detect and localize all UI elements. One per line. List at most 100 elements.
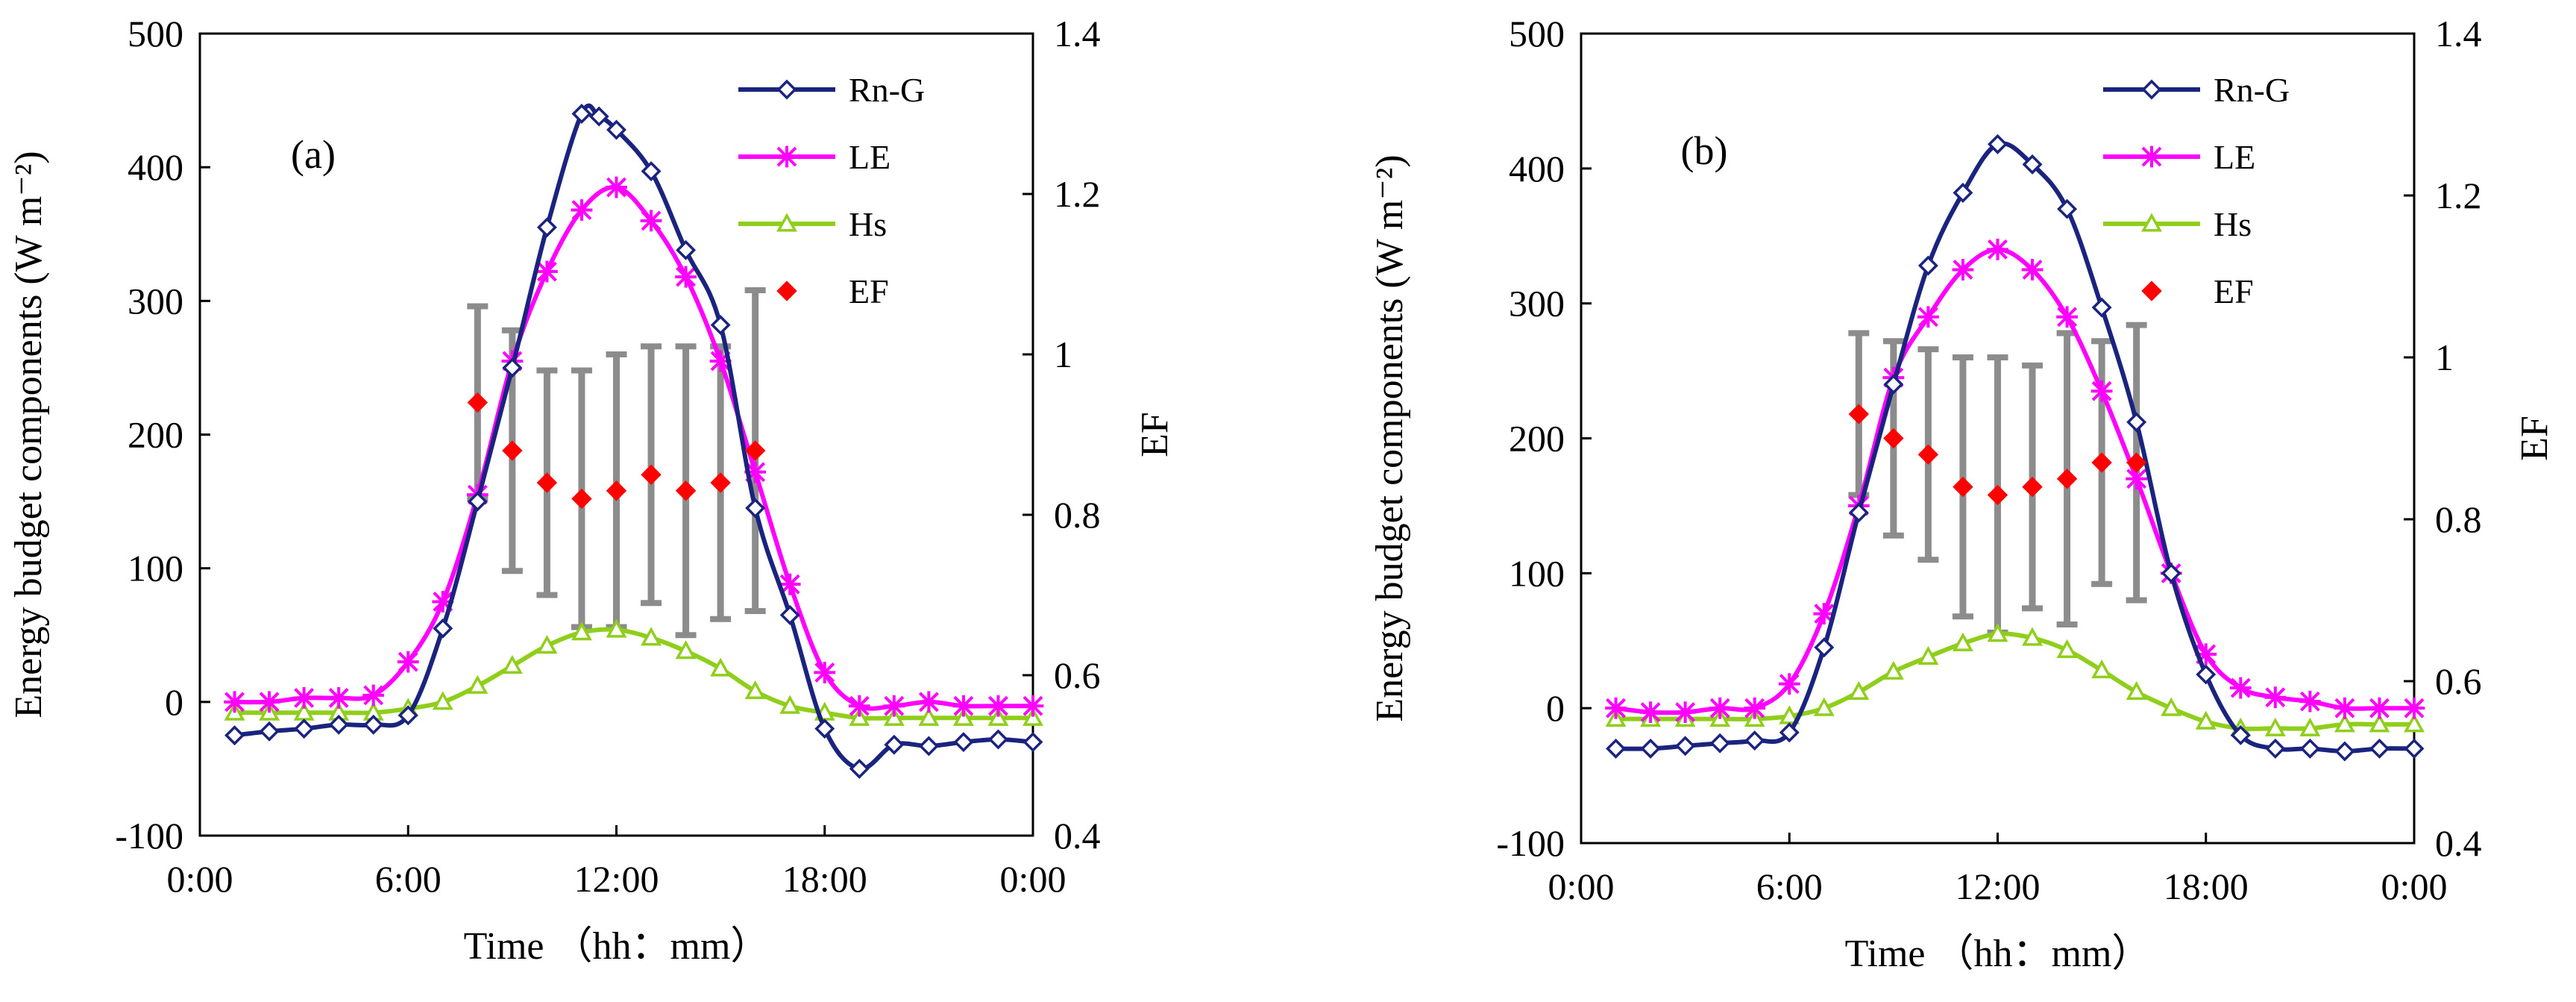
data-point [293,687,315,709]
data-point [2404,738,2425,759]
legend: Rn-G LE Hs EF [738,71,925,310]
ef-point [710,472,731,493]
ef-point [502,440,523,461]
data-point [606,176,627,198]
data-point [2090,380,2113,402]
ef-point [2091,452,2112,473]
data-point [710,315,731,336]
data-point [2299,690,2321,713]
data-point [952,707,974,726]
data-point [814,662,836,683]
series-le [224,176,1044,717]
data-point [501,654,523,674]
data-point [1675,736,1696,757]
series-hs [224,619,1043,726]
data-point [2195,710,2217,730]
y-axis-label: Energy budget components (W m⁻²) [1369,154,1411,721]
data-point [1744,730,1765,751]
data-point [1813,603,1835,624]
ef-point [1953,476,1973,498]
data-point [433,618,453,639]
data-point [2126,468,2148,490]
y2-axis-label: EF [2513,416,2556,461]
data-point [1022,707,1043,726]
y2-tick-label: 0.6 [1054,654,1101,696]
data-point [987,707,1009,726]
data-point [259,721,280,742]
data-point [2299,717,2321,736]
data-point [2369,697,2390,719]
data-point [2022,627,2043,646]
data-point [1917,255,1938,276]
y2-tick-label: 0.8 [1054,494,1101,536]
data-point [1952,259,1974,281]
data-point [1814,637,1835,658]
data-point [1605,697,1627,719]
legend-marker [776,281,797,301]
data-point [1987,623,2008,642]
x-tick-label: 18:00 [2164,865,2249,907]
y2-tick-label: 1.4 [2435,13,2482,54]
series-rng [1606,134,2425,762]
data-point [2161,697,2182,716]
data-point [1848,680,1870,701]
data-point [641,627,662,646]
y2-tick-label: 0.4 [1054,815,1101,857]
data-point [2334,697,2356,719]
series-ef [1848,404,2147,506]
y-tick-label: 300 [1509,283,1565,325]
data-point [2230,724,2251,745]
data-point [328,714,349,735]
data-point [398,705,418,726]
data-point [779,604,800,625]
data-point [2196,664,2217,685]
data-point [883,707,905,726]
data-point [883,695,905,717]
data-point [917,691,940,713]
data-point [884,734,905,755]
y-tick-label: 200 [1509,418,1565,460]
data-point [710,657,732,677]
series-line [234,103,1034,771]
data-point [848,695,870,717]
ef-point [2022,476,2043,498]
ef-point [1848,404,1870,425]
data-point [918,707,940,726]
y2-tick-label: 1 [2435,336,2454,378]
ef-point [675,480,697,501]
ef-point [606,480,627,501]
legend-marker [2140,145,2163,168]
data-point [2195,643,2217,666]
x-tick-label: 0:00 [167,858,233,900]
y-tick-label: 400 [1509,148,1565,190]
x-axis-label: Time （hh：mm） [1845,933,2151,975]
data-point [987,695,1009,717]
data-point [502,357,523,378]
ef-point [744,440,766,461]
data-point [536,217,557,238]
data-point [432,691,453,710]
data-point [467,674,489,694]
x-tick-label: 6:00 [1756,865,1823,907]
data-point [814,718,835,739]
legend-marker [2141,213,2162,232]
data-point [918,736,939,757]
data-point [1022,695,1044,717]
y-tick-label: 300 [128,280,183,322]
data-point [2299,738,2320,759]
data-point [952,695,975,717]
legend-label: EF [2214,272,2254,310]
data-point [224,725,245,746]
y-tick-label: 100 [1509,552,1565,594]
ef-point [1883,428,1904,449]
data-point [2264,686,2287,709]
ef-point [1917,444,1939,465]
data-point [1779,722,1800,743]
series-line [234,184,1033,711]
data-point [1639,701,1662,723]
y-tick-label: 500 [128,13,183,54]
chart-panel-b: -100 0 100 200 300 400 500 0.4 0.6 0.8 1 1.2 1.4 0:00… [1369,13,2556,975]
y2-tick-label: 0.8 [2435,498,2482,540]
legend-label: Rn-G [2214,71,2290,109]
x-tick-label: 12:00 [574,858,659,900]
